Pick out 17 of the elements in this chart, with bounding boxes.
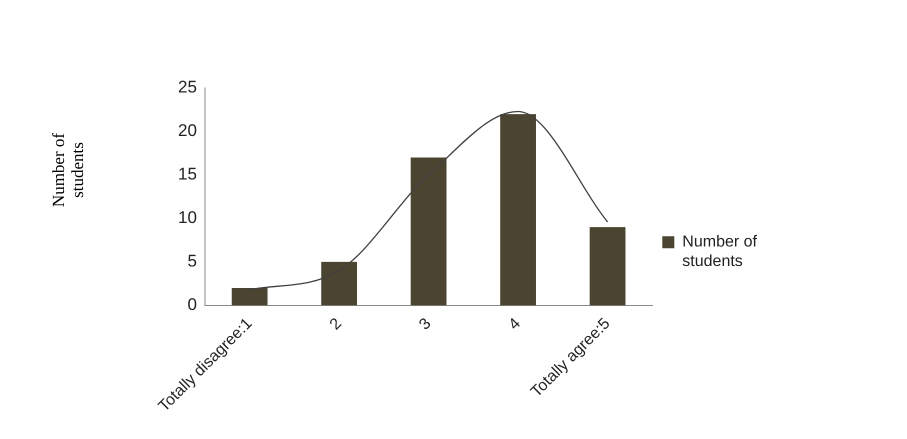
y-tick-label: 0	[187, 295, 197, 314]
legend-label: Number of students	[682, 234, 758, 270]
y-tick-label: 15	[178, 164, 197, 184]
y-tick-label: 25	[178, 78, 197, 97]
bar	[500, 114, 536, 306]
y-tick-label: 5	[187, 252, 197, 271]
x-tick-label: 3	[416, 315, 435, 334]
bar	[410, 158, 447, 306]
bar	[321, 262, 358, 306]
line-series	[249, 110, 608, 290]
y-axis-title: Number of students	[49, 132, 87, 208]
x-tick-label: 4	[506, 315, 524, 334]
y-tick-label: 10	[178, 208, 197, 228]
x-tick-label: 2	[326, 315, 346, 334]
bar	[590, 227, 626, 306]
y-tick-label: 20	[178, 121, 197, 140]
bar	[232, 288, 268, 306]
